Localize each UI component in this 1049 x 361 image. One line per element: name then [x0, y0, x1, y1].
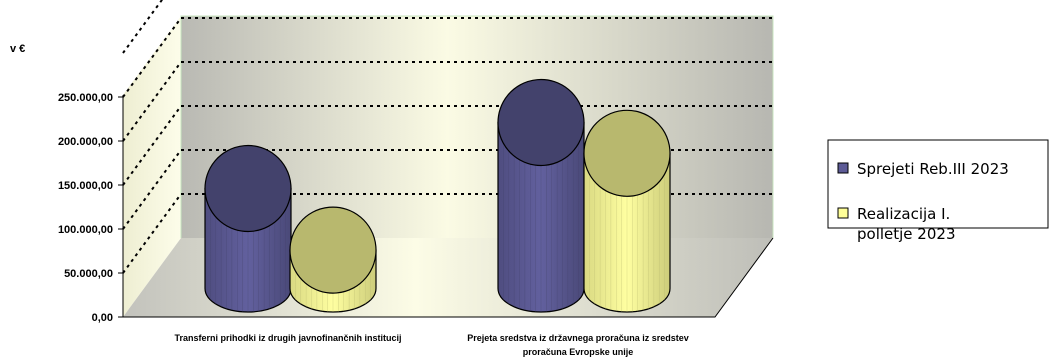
legend-box — [827, 139, 1049, 229]
gridline-side — [122, 149, 182, 230]
y-tick-label: 150.000,00 — [58, 180, 113, 192]
legend: Sprejeti Reb.III 2023 Realizacija I. polle… — [827, 139, 1049, 243]
y-tick-labels: 0,00 50.000,00 100.000,00 150.000,00 200.000… — [58, 92, 113, 324]
y-axis — [118, 95, 124, 318]
category-label: proračuna Evropske unije — [523, 347, 634, 357]
legend-label: Sprejeti Reb.III 2023 — [857, 160, 1009, 178]
bar — [583, 109, 671, 313]
unit-label: v € — [10, 43, 25, 55]
bar — [204, 144, 292, 313]
y-tick-label: 200.000,00 — [58, 136, 113, 148]
gridlines — [122, 0, 773, 274]
side-wall — [123, 16, 181, 317]
bar-top — [289, 206, 377, 294]
y-tick-label: 250.000,00 — [58, 92, 113, 104]
gridline-side — [122, 105, 182, 186]
bar-top — [204, 144, 292, 233]
bar — [289, 206, 377, 313]
gridline-side — [122, 193, 182, 274]
bar — [497, 78, 585, 313]
bar-top — [497, 78, 585, 167]
gridline-side — [122, 61, 182, 142]
legend-swatch — [837, 162, 849, 174]
category-labels: Transferni prihodki iz drugih javnofinan… — [174, 333, 688, 357]
y-tick-label: 50.000,00 — [64, 268, 113, 280]
gridline-side — [122, 17, 182, 98]
category-label: Prejeta sredstva iz državnega proračuna … — [467, 333, 689, 343]
legend-swatch — [837, 207, 849, 219]
bars — [204, 78, 671, 313]
category-label: Transferni prihodki iz drugih javnofinan… — [174, 333, 401, 343]
bar-top — [583, 109, 671, 197]
y-tick-label: 100.000,00 — [58, 224, 113, 236]
legend-label: Realizacija I. — [857, 205, 950, 223]
legend-label: polletje 2023 — [857, 225, 955, 243]
gridline-side — [122, 0, 164, 54]
y-tick-label: 0,00 — [92, 312, 113, 324]
